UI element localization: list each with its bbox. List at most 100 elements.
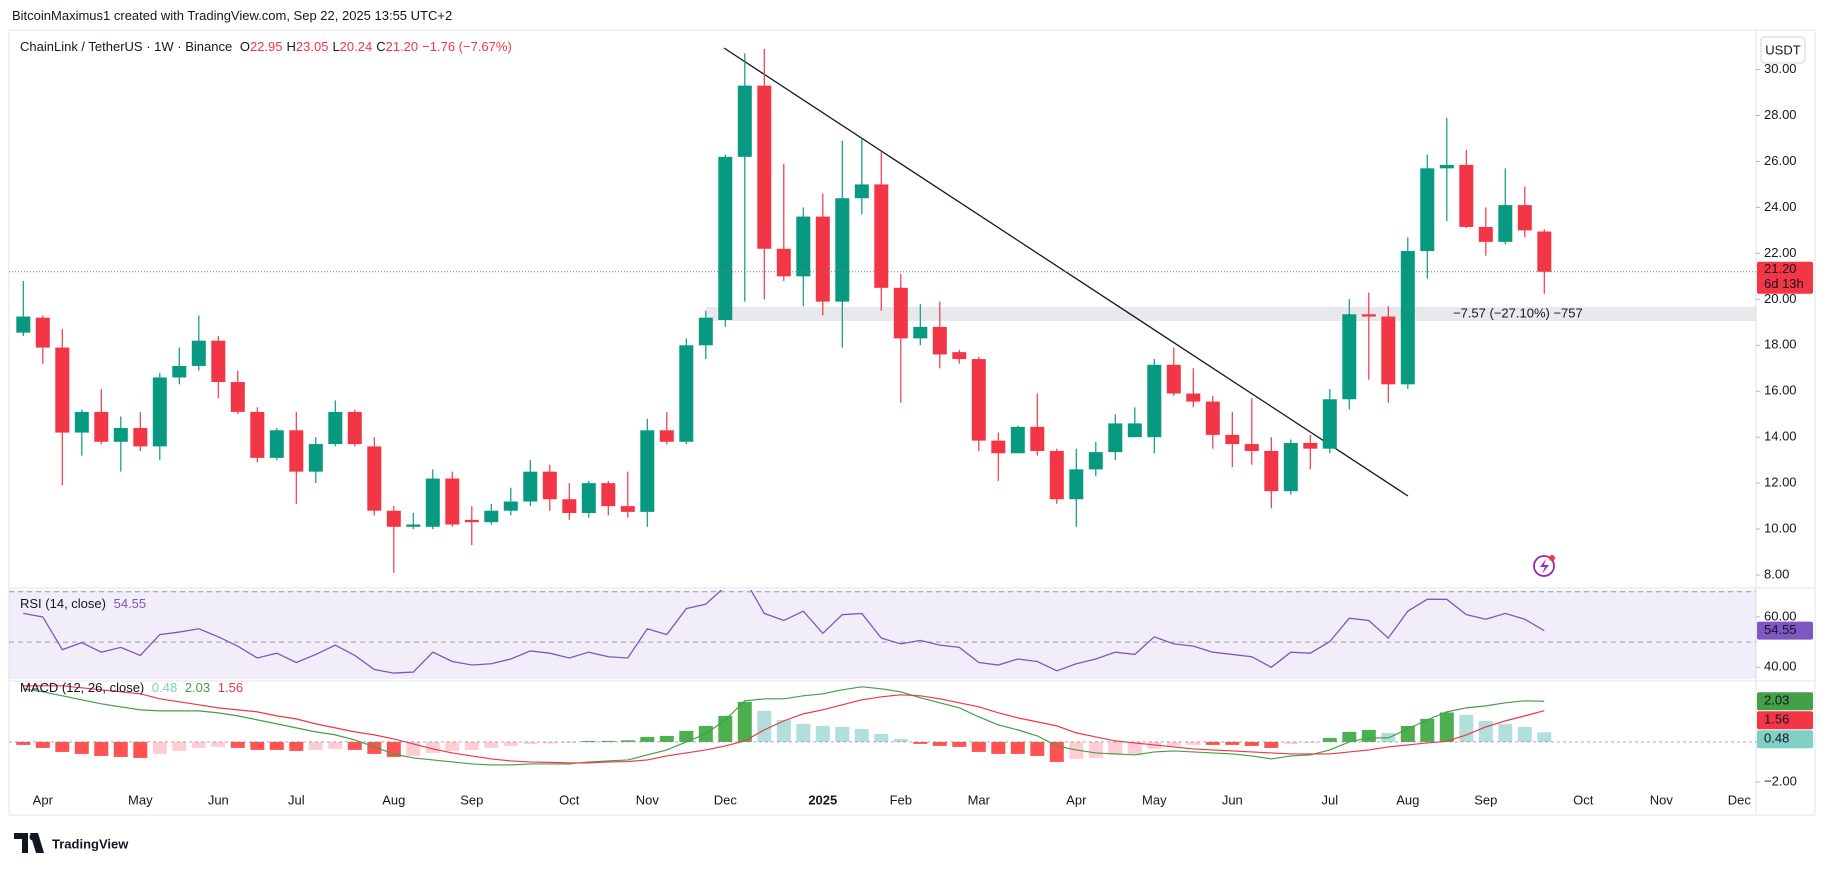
ohlc-value: 23.05: [295, 39, 329, 54]
macd-plot: [16, 685, 1552, 766]
symbol-title: ChainLink / TetherUS · 1W · Binance: [20, 39, 233, 54]
histogram-bar: [152, 741, 167, 754]
candle-body: [1186, 393, 1201, 402]
x-tick-label: Apr: [1066, 792, 1087, 807]
histogram-bar: [659, 735, 674, 742]
y-tick-label: 40.00: [1764, 659, 1797, 674]
candle-body: [815, 216, 830, 302]
candle-body: [893, 287, 908, 339]
histogram-bar: [1322, 737, 1337, 742]
candle-body: [445, 478, 460, 525]
candle-body: [601, 483, 616, 507]
histogram-bar: [1244, 741, 1259, 746]
change: −1.76 (−7.67%): [422, 39, 512, 54]
rsi-value-label: 54.55: [1764, 622, 1797, 637]
candle-body: [796, 216, 811, 277]
y-tick-label: 24.00: [1764, 199, 1797, 214]
x-tick-label: Nov: [636, 792, 660, 807]
histogram-bar: [620, 740, 635, 742]
signal-value-label: 1.56: [1764, 712, 1789, 727]
histogram-bar: [1498, 723, 1513, 742]
x-tick-label: Aug: [1396, 792, 1419, 807]
currency-button[interactable]: [1760, 36, 1806, 64]
histogram-bar: [347, 741, 362, 750]
histogram-bar: [679, 730, 694, 742]
candle-body: [1400, 251, 1415, 385]
histogram-bar: [1186, 741, 1201, 745]
histogram-bar: [55, 741, 70, 752]
candle-body: [835, 198, 850, 302]
candle-body: [757, 85, 772, 249]
x-tick-label: Jul: [1321, 792, 1338, 807]
candle-body: [1381, 316, 1396, 385]
x-tick-label: Sep: [1474, 792, 1497, 807]
x-tick-label: Jun: [1222, 792, 1243, 807]
candle-body: [1517, 205, 1532, 231]
histogram-bar: [796, 723, 811, 742]
histogram-bar: [776, 719, 791, 742]
candle-body: [464, 519, 479, 523]
alert-bolt[interactable]: [1540, 559, 1549, 574]
histogram-bar: [269, 741, 284, 750]
histogram-bar: [1303, 741, 1318, 743]
candle-body: [718, 156, 733, 320]
y-tick-label: 26.00: [1764, 153, 1797, 168]
histogram-bar: [484, 741, 499, 748]
ohlc-key: L: [332, 39, 340, 54]
candle-body: [932, 326, 947, 355]
candle-body: [1459, 164, 1474, 227]
histogram-bar: [367, 741, 382, 754]
y-tick-label: −2.00: [1764, 773, 1797, 788]
candle-body: [776, 248, 791, 277]
histogram-bar: [854, 728, 869, 742]
histogram-bar: [893, 738, 908, 742]
histogram-bar: [1517, 726, 1532, 742]
macd-line: [23, 686, 1545, 766]
histogram-bar: [1361, 729, 1376, 742]
histogram-bar: [328, 741, 343, 749]
candle-body: [211, 340, 226, 383]
alert-dot[interactable]: [1549, 555, 1555, 561]
candle-body: [386, 510, 401, 527]
rsi-title: RSI (14, close): [20, 596, 106, 611]
histogram-bar: [230, 741, 245, 748]
logo-text: TradingView: [52, 836, 129, 851]
candle-body: [991, 440, 1006, 454]
x-tick-label: Apr: [33, 792, 54, 807]
histogram-bar: [815, 725, 830, 742]
candle-body: [1147, 364, 1162, 438]
y-tick-label: 28.00: [1764, 107, 1797, 122]
histogram-bar: [523, 741, 538, 744]
histogram-bar: [1049, 741, 1064, 762]
alert-circle[interactable]: [1533, 555, 1555, 577]
histogram-bar: [1108, 741, 1123, 755]
histogram-bar: [1283, 741, 1298, 744]
currency[interactable]: USDT: [1765, 42, 1800, 57]
candle-body: [1322, 399, 1337, 449]
candle-body: [640, 430, 655, 512]
signal-value: 1.56: [217, 680, 244, 695]
candle-body: [1030, 426, 1045, 451]
candle-body: [1049, 450, 1064, 500]
candle-body: [1283, 442, 1298, 492]
histogram-bar: [1420, 718, 1435, 742]
histogram-bar: [445, 741, 460, 751]
alert-icon[interactable]: [1533, 555, 1555, 577]
candle-body: [269, 430, 284, 458]
candle-body: [562, 499, 577, 514]
candle-body: [484, 510, 499, 523]
x-tick-label: Oct: [559, 792, 580, 807]
histogram-bar: [640, 736, 655, 742]
candle-body: [1225, 434, 1240, 445]
ohlc-key: O: [239, 39, 250, 54]
author-line: BitcoinMaximus1 created with TradingView…: [12, 8, 453, 23]
histogram-bar: [874, 733, 889, 742]
y-tick-label: 8.00: [1764, 566, 1789, 581]
logo: [14, 833, 44, 853]
x-tick-label: Jun: [208, 792, 229, 807]
measure-label: −7.57 (−27.10%) −757: [1453, 305, 1583, 320]
candle-body: [698, 317, 713, 346]
x-tick-label: Nov: [1650, 792, 1674, 807]
candle-body: [1010, 426, 1025, 454]
y-tick-label: 60.00: [1764, 608, 1797, 623]
